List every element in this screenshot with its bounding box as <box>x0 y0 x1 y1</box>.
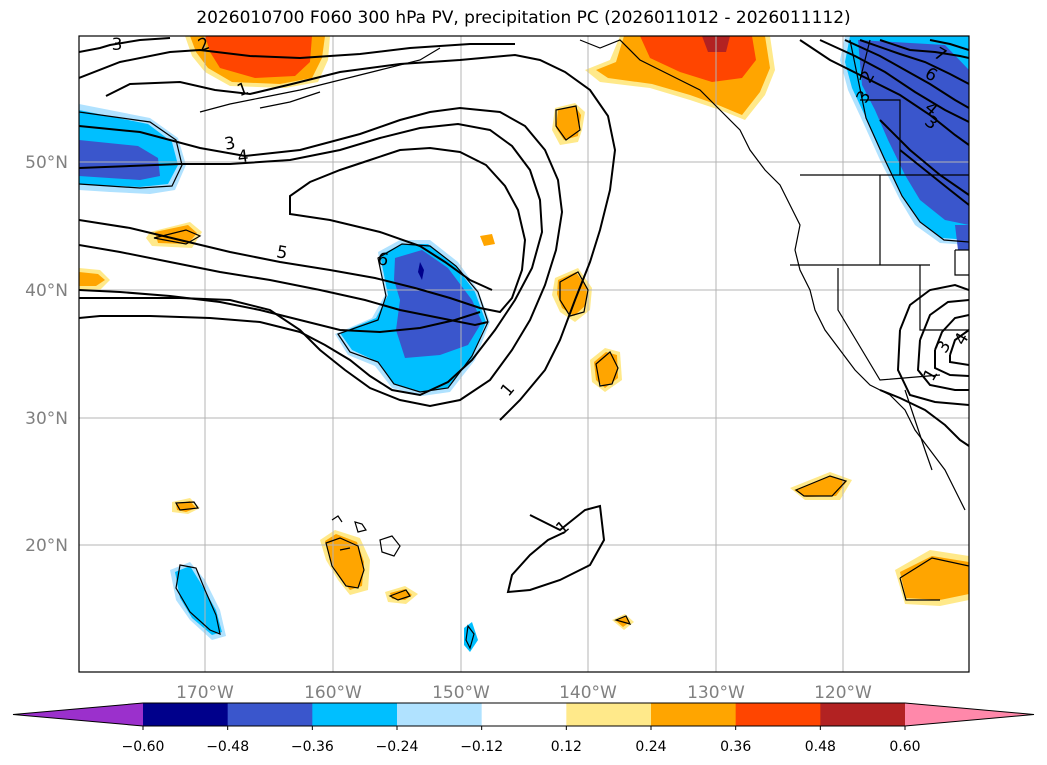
pv-contour-label: 4 <box>236 146 250 167</box>
precip-southwest-negative <box>955 225 969 250</box>
pv-contour-label: 3 <box>112 35 123 55</box>
lon-label: 120°W <box>814 683 872 703</box>
pv-contour-label: 2 <box>195 34 212 56</box>
colorbar-tick-label: 0.24 <box>635 739 666 755</box>
lat-label: 20°N <box>25 536 68 556</box>
longitude-labels: 170°W 160°W 150°W 140°W 130°W 120°W <box>176 683 872 703</box>
colorbar-tick-label: 0.60 <box>889 739 920 755</box>
precip-southeast-alaska-positive <box>585 36 775 120</box>
colorbar-segment <box>227 703 313 726</box>
map-title: 2026010700 F060 300 hPa PV, precipitatio… <box>196 8 851 28</box>
coastlines <box>79 39 969 650</box>
colorbar-tick-label: −0.48 <box>206 739 249 755</box>
precip-north-pacific-west-negative <box>79 104 186 194</box>
pv-contour-label: 3 <box>223 133 237 155</box>
colorbar-segment <box>312 703 398 726</box>
lon-label: 140°W <box>559 683 617 703</box>
precip-central-pacific-negative <box>335 240 490 396</box>
lon-label: 170°W <box>176 683 234 703</box>
map-graticule <box>79 36 969 672</box>
pv-contour-label: 1 <box>920 365 943 384</box>
colorbar-segment <box>651 703 737 726</box>
colorbar-segment <box>566 703 652 726</box>
lon-label: 160°W <box>304 683 362 703</box>
colorbar-tick-label: −0.60 <box>122 739 165 755</box>
colorbar-segment <box>397 703 483 726</box>
colorbar-segment <box>143 703 229 726</box>
colorbar-tick-label: −0.12 <box>460 739 503 755</box>
colorbar-max-extension <box>905 703 1034 726</box>
precip-pacific-northwest-negative <box>840 36 969 245</box>
colorbar-tick-label: −0.24 <box>376 739 419 755</box>
pv-contour-label: 6 <box>376 249 390 271</box>
lon-label: 130°W <box>687 683 745 703</box>
precip-hawaii-negative-south <box>170 562 478 652</box>
colorbar-tick-label: 0.12 <box>551 739 582 755</box>
lon-label: 150°W <box>432 683 490 703</box>
latitude-labels: 50°N 40°N 30°N 20°N <box>25 153 68 556</box>
pv-contours <box>79 37 969 594</box>
lat-label: 30°N <box>25 409 68 429</box>
lat-label: 40°N <box>25 281 68 301</box>
colorbar-tick-label: 0.36 <box>720 739 751 755</box>
colorbar-tick-label: −0.36 <box>291 739 334 755</box>
colorbar-tick-label: 0.48 <box>805 739 836 755</box>
lat-label: 50°N <box>25 153 68 173</box>
precip-scattered-positive <box>79 103 969 630</box>
pv-contour-label: 1 <box>497 379 519 400</box>
map-frame <box>78 35 970 673</box>
colorbar: −0.60 −0.48 −0.36 −0.24 −0.12 0.12 0.24 0.36 0.4… <box>12 702 1035 755</box>
colorbar-min-extension <box>13 703 143 726</box>
pv-contour-label: 5 <box>275 242 289 264</box>
colorbar-segment <box>820 703 906 726</box>
colorbar-segment <box>481 703 567 726</box>
colorbar-segment <box>735 703 821 726</box>
